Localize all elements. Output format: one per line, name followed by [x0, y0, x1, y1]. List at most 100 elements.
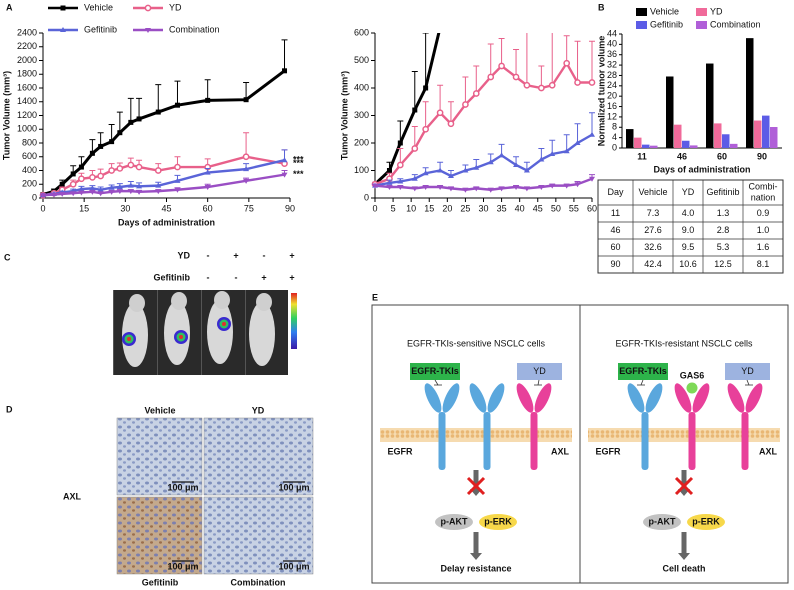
y-axis-title: Normalized tumor volume: [596, 36, 606, 147]
erk: [479, 514, 517, 530]
y-tick-label: 12: [607, 111, 617, 121]
table-cell: 2.8: [717, 225, 730, 235]
marker: [40, 193, 46, 199]
receptor-stem: [530, 412, 538, 470]
table-cell: 42.4: [644, 259, 662, 269]
column-label: YD: [252, 405, 265, 415]
marker: [78, 186, 85, 192]
table-cell: 27.6: [644, 225, 662, 235]
y-tick-label: 2400: [17, 27, 37, 37]
error-bar: [108, 123, 115, 142]
legend-label: Gefitinib: [650, 19, 683, 29]
table-cell: 60: [610, 242, 620, 252]
panel-label: B: [598, 2, 605, 12]
akt: [435, 514, 473, 530]
marker: [98, 143, 104, 149]
mouse: [207, 300, 233, 364]
marker: [78, 190, 85, 196]
marker: [513, 185, 520, 190]
marker: [412, 107, 418, 113]
bar: [722, 134, 730, 148]
condition-sign: -: [207, 250, 210, 260]
y-tick-label: 200: [22, 179, 37, 189]
erk: [687, 514, 725, 530]
legend-label: Gefitinib: [84, 24, 117, 34]
error-bar: [551, 33, 553, 86]
drug-box: [410, 363, 460, 380]
marker: [281, 172, 288, 178]
inhibition-line: [640, 379, 644, 386]
arrow-shaft: [473, 532, 479, 554]
marker: [144, 4, 152, 12]
marker: [447, 186, 454, 192]
legend-label: YD: [710, 6, 723, 16]
receptor-arm: [645, 383, 663, 413]
error-bar: [487, 43, 494, 77]
error-bar: [437, 84, 444, 113]
x-tick-label: 5: [391, 203, 396, 213]
series-line: [42, 155, 285, 197]
table-cell: 9.5: [682, 242, 695, 252]
bar: [714, 123, 722, 148]
marker: [538, 84, 545, 92]
marker: [472, 90, 480, 97]
series-line: [42, 69, 286, 196]
column-label: Combination: [231, 577, 286, 587]
marker: [155, 189, 162, 195]
marker: [136, 116, 142, 122]
y-tick-label: 100: [354, 165, 369, 175]
arrow-shaft: [681, 532, 687, 554]
receptor-arm: [534, 383, 552, 413]
x-tick-label: 90: [285, 203, 295, 213]
receptor-stem: [641, 412, 649, 470]
y-tick-label: 44: [607, 28, 617, 38]
marker: [498, 62, 505, 70]
series-line: [374, 133, 593, 187]
marker: [462, 101, 469, 108]
signal: [222, 322, 226, 326]
receptor-arm: [487, 383, 505, 413]
marker: [154, 167, 162, 174]
inhibition-line: [434, 379, 439, 386]
receptor-arm: [727, 383, 745, 413]
y-tick-label: 500: [354, 55, 369, 65]
error-bar: [204, 79, 211, 101]
marker: [174, 177, 181, 183]
y-tick-label: 600: [354, 27, 369, 37]
marker: [59, 181, 65, 187]
marker: [538, 185, 545, 190]
marker: [548, 81, 556, 89]
marker: [145, 28, 151, 33]
error-bar: [574, 123, 581, 143]
marker: [549, 183, 556, 189]
marker: [549, 151, 556, 156]
y-tick-label: 32: [607, 59, 617, 69]
marker: [60, 27, 66, 32]
marker: [127, 161, 135, 169]
x-tick-label: 15: [79, 203, 89, 213]
x-tick-label: 25: [460, 203, 470, 213]
error-bar: [462, 76, 469, 105]
bar: [634, 137, 642, 148]
inhibition-line: [537, 379, 540, 386]
x-tick-label: 11: [637, 151, 647, 161]
error-bar: [127, 97, 134, 123]
block-cross: [674, 476, 694, 496]
marker: [447, 120, 455, 128]
error-bar: [243, 82, 250, 100]
marker: [396, 161, 404, 169]
marker: [574, 182, 581, 188]
marker: [386, 185, 393, 190]
photo-divider: [201, 290, 202, 375]
cell-title: EGFR-TKIs-sensitive NSCLC cells: [407, 338, 546, 348]
akt: [643, 514, 681, 530]
marker: [513, 162, 520, 167]
condition-sign: +: [261, 272, 266, 282]
y-tick-label: 1000: [17, 124, 37, 134]
colorbar: [291, 293, 297, 349]
y-tick-label: 2000: [17, 55, 37, 65]
marker: [70, 171, 76, 177]
marker: [89, 189, 96, 195]
receptor-stem: [483, 412, 491, 470]
